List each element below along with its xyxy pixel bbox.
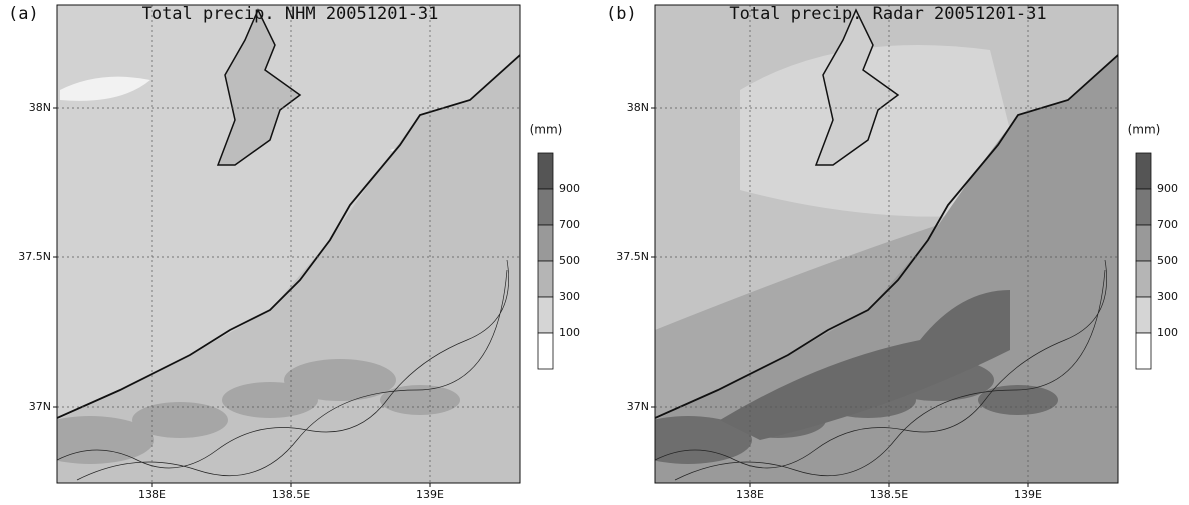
colorbar-tick-label: 500 xyxy=(1157,254,1178,267)
y-tick-label: 37.5N xyxy=(616,250,649,263)
precip-blob xyxy=(380,385,460,415)
island xyxy=(814,8,900,166)
land xyxy=(57,55,520,483)
y-tick-label: 38N xyxy=(627,101,649,114)
map-body xyxy=(655,5,1118,483)
colorbar-tick-label: 100 xyxy=(559,326,580,339)
precip-blob xyxy=(655,416,752,464)
coastline xyxy=(655,54,1118,419)
precip-blob xyxy=(57,416,154,464)
colorbar-box xyxy=(537,188,554,226)
x-tick-label: 139E xyxy=(1014,488,1042,501)
colorbar-box xyxy=(1135,152,1152,190)
colorbar-tick-label: 100 xyxy=(1157,326,1178,339)
colorbar-tick-label: 300 xyxy=(559,290,580,303)
precip-blob xyxy=(284,359,396,401)
colorbar-box xyxy=(537,296,554,334)
y-tick-label: 38N xyxy=(29,101,51,114)
precip-blob xyxy=(978,385,1058,415)
map-frame xyxy=(654,4,1119,484)
colorbar-tick-label: 900 xyxy=(1157,182,1178,195)
x-tick-label: 139E xyxy=(416,488,444,501)
colorbar-box xyxy=(537,224,554,262)
heavy-band xyxy=(720,290,1010,440)
panel-label: (a) xyxy=(8,4,39,24)
colorbar-box xyxy=(537,152,554,190)
land xyxy=(655,55,1118,483)
contours xyxy=(655,259,1108,481)
y-tick-label: 37.5N xyxy=(18,250,51,263)
colorbar-box xyxy=(1135,296,1152,334)
colorbar-tick-label: 700 xyxy=(1157,218,1178,231)
colorbar-box xyxy=(1135,188,1152,226)
colorbar-box xyxy=(1135,224,1152,262)
precip-blob xyxy=(132,402,228,438)
colorbar-box xyxy=(537,332,554,370)
x-tick-label: 138E xyxy=(138,488,166,501)
x-tick-label: 138.5E xyxy=(870,488,908,501)
colorbar-box xyxy=(1135,260,1152,298)
colorbar-unit: (mm) xyxy=(530,123,563,137)
light-patch xyxy=(60,76,150,101)
map-body xyxy=(57,5,520,483)
colorbar-tick-label: 700 xyxy=(559,218,580,231)
light-patch xyxy=(740,45,1030,217)
x-tick-label: 138E xyxy=(736,488,764,501)
y-tick-label: 37N xyxy=(627,400,649,413)
colorbar-box xyxy=(1135,332,1152,370)
colorbar-box xyxy=(537,260,554,298)
panel-title: Total precip. NHM 20051201-31 xyxy=(142,4,439,24)
y-tick-label: 37N xyxy=(29,400,51,413)
map-panel: 138E 138.5E 139E 38N 37.5N 37N (b) Total precip… xyxy=(606,4,1178,501)
panel-label: (b) xyxy=(606,4,637,24)
colorbar-tick-label: 900 xyxy=(559,182,580,195)
coastline xyxy=(57,54,520,419)
colorbar-tick-label: 500 xyxy=(559,254,580,267)
x-tick-label: 138.5E xyxy=(272,488,310,501)
colorbar-unit: (mm) xyxy=(1128,123,1161,137)
map-frame xyxy=(56,4,521,484)
panel-title: Total precip. Radar 20051201-31 xyxy=(729,4,1046,24)
island xyxy=(216,8,302,166)
map-panel: 138E 138.5E 139E 38N 37.5N 37N (a) Total precip… xyxy=(8,4,580,501)
colorbar-tick-label: 300 xyxy=(1157,290,1178,303)
contours xyxy=(57,259,510,481)
